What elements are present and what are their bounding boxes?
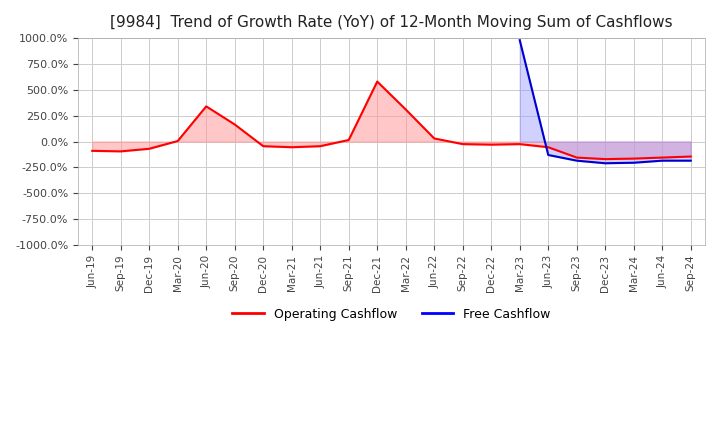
Title: [9984]  Trend of Growth Rate (YoY) of 12-Month Moving Sum of Cashflows: [9984] Trend of Growth Rate (YoY) of 12-… [110, 15, 672, 30]
Legend: Operating Cashflow, Free Cashflow: Operating Cashflow, Free Cashflow [228, 303, 556, 326]
